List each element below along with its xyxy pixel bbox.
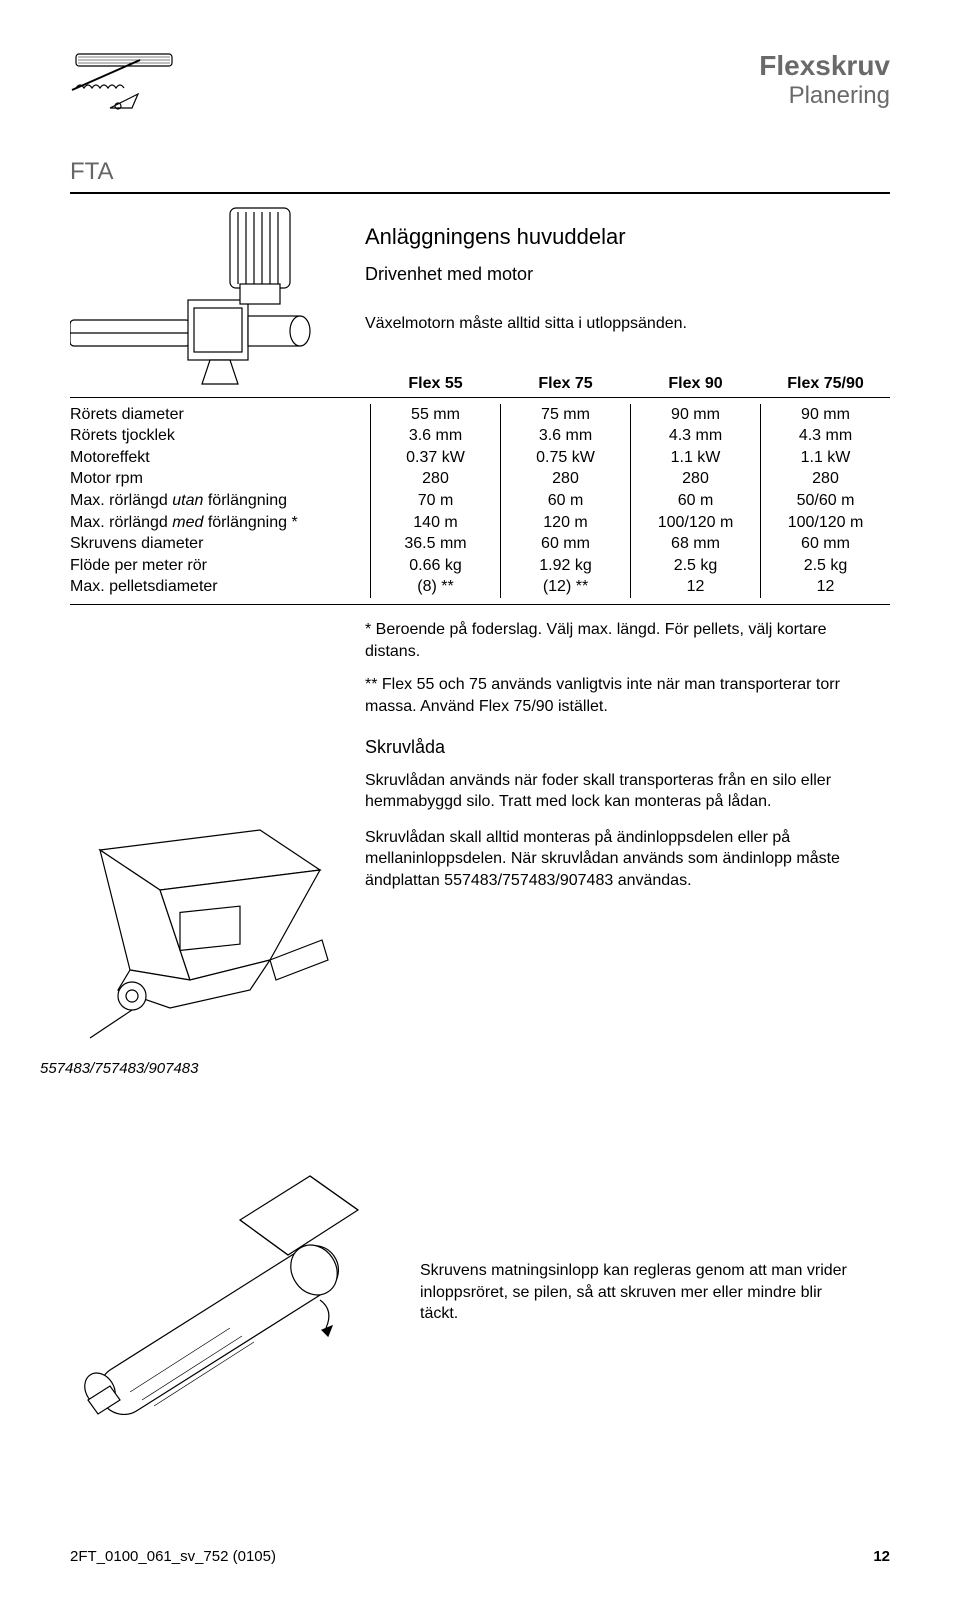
row-label: Max. pelletsdiameter: [70, 576, 370, 598]
cell: 12: [631, 576, 760, 598]
cell: 90 mm: [761, 404, 890, 426]
cell: 60 m: [631, 490, 760, 512]
cell: 70 m: [371, 490, 500, 512]
cell: 2.5 kg: [761, 555, 890, 577]
cell: 1.1 kW: [761, 447, 890, 469]
hopper-figure: [70, 820, 340, 1040]
cell: 3.6 mm: [501, 425, 630, 447]
callout-partnumber: 557483/757483/907483: [40, 1060, 199, 1077]
skruvlada-p2: Skruvlådan skall alltid monteras på ändi…: [365, 827, 865, 892]
spec-table: Flex 55 Flex 75 Flex 90 Flex 75/90 Röret…: [70, 375, 890, 605]
col-header: Flex 55: [370, 375, 500, 393]
cell: 1.92 kg: [501, 555, 630, 577]
cell: 0.66 kg: [371, 555, 500, 577]
cell: 55 mm: [371, 404, 500, 426]
skruvlada-p1: Skruvlådan används när foder skall trans…: [365, 770, 865, 813]
cell: 75 mm: [501, 404, 630, 426]
row-label: Motoreffekt: [70, 447, 370, 469]
spec-col: 90 mm4.3 mm1.1 kW28060 m100/120 m68 mm2.…: [630, 404, 760, 598]
cell: (12) **: [501, 576, 630, 598]
page-footer: 2FT_0100_061_sv_752 (0105) 12: [70, 1548, 890, 1565]
cell: 2.5 kg: [631, 555, 760, 577]
note-text: * Beroende på foderslag. Välj max. längd…: [365, 619, 865, 662]
col-header: Flex 90: [630, 375, 760, 393]
cell: (8) **: [371, 576, 500, 598]
inlet-drawing-icon: [70, 1160, 380, 1420]
cell: 0.37 kW: [371, 447, 500, 469]
spec-row-labels: Rörets diameterRörets tjocklekMotoreffek…: [70, 404, 370, 598]
hopper-drawing-icon: [70, 820, 340, 1040]
cell: 60 mm: [501, 533, 630, 555]
row-label: Max. rörlängd med förlängning *: [70, 512, 370, 534]
page-header: Flexskruv Planering: [70, 50, 890, 120]
cell: 36.5 mm: [371, 533, 500, 555]
row-label: Flöde per meter rör: [70, 555, 370, 577]
cell: 100/120 m: [631, 512, 760, 534]
motor-figure: [70, 200, 340, 390]
row-label: Rörets diameter: [70, 404, 370, 426]
cell: 4.3 mm: [761, 425, 890, 447]
skruvlada-heading: Skruvlåda: [365, 735, 865, 759]
spec-col: 75 mm3.6 mm0.75 kW28060 m120 m60 mm1.92 …: [500, 404, 630, 598]
cell: 3.6 mm: [371, 425, 500, 447]
cell: 280: [631, 468, 760, 490]
spec-col: 55 mm3.6 mm0.37 kW28070 m140 m36.5 mm0.6…: [370, 404, 500, 598]
cell: 280: [761, 468, 890, 490]
motor-drawing-icon: [70, 200, 340, 390]
col-header: Flex 75/90: [760, 375, 890, 393]
row-label: Rörets tjocklek: [70, 425, 370, 447]
row-label: Skruvens diameter: [70, 533, 370, 555]
footer-pagenum: 12: [873, 1548, 890, 1565]
fta-label: FTA: [70, 158, 890, 186]
skruvlada-block: Skruvlåda Skruvlådan används när foder s…: [365, 735, 865, 891]
section-subheading: Drivenhet med motor: [365, 264, 890, 285]
cell: 1.1 kW: [631, 447, 760, 469]
cell: 120 m: [501, 512, 630, 534]
col-header: Flex 75: [500, 375, 630, 393]
inlet-text: Skruvens matningsinlopp kan regleras gen…: [420, 1260, 860, 1325]
auger-sketch-icon: [70, 50, 210, 120]
cell: 50/60 m: [761, 490, 890, 512]
note-text: ** Flex 55 och 75 används vanligtvis int…: [365, 674, 865, 717]
cell: 60 m: [501, 490, 630, 512]
cell: 0.75 kW: [501, 447, 630, 469]
inlet-figure: [70, 1160, 380, 1420]
spec-table-body: Rörets diameterRörets tjocklekMotoreffek…: [70, 398, 890, 605]
cell: 140 m: [371, 512, 500, 534]
row-label: Max. rörlängd utan förlängning: [70, 490, 370, 512]
footer-docid: 2FT_0100_061_sv_752 (0105): [70, 1548, 276, 1565]
cell: 12: [761, 576, 890, 598]
cell: 68 mm: [631, 533, 760, 555]
cell: 90 mm: [631, 404, 760, 426]
cell: 4.3 mm: [631, 425, 760, 447]
product-logo-icon: [70, 50, 210, 120]
title-main: Flexskruv: [759, 50, 890, 82]
header-divider: [70, 192, 890, 194]
spec-col: 90 mm4.3 mm1.1 kW28050/60 m100/120 m60 m…: [760, 404, 890, 598]
row-label: Motor rpm: [70, 468, 370, 490]
section-body: Växelmotorn måste alltid sitta i utlopps…: [365, 313, 795, 335]
table-notes: * Beroende på foderslag. Välj max. längd…: [365, 619, 865, 717]
section-heading: Anläggningens huvuddelar: [365, 224, 890, 250]
cell: 280: [371, 468, 500, 490]
cell: 60 mm: [761, 533, 890, 555]
title-sub: Planering: [759, 82, 890, 110]
cell: 100/120 m: [761, 512, 890, 534]
cell: 280: [501, 468, 630, 490]
